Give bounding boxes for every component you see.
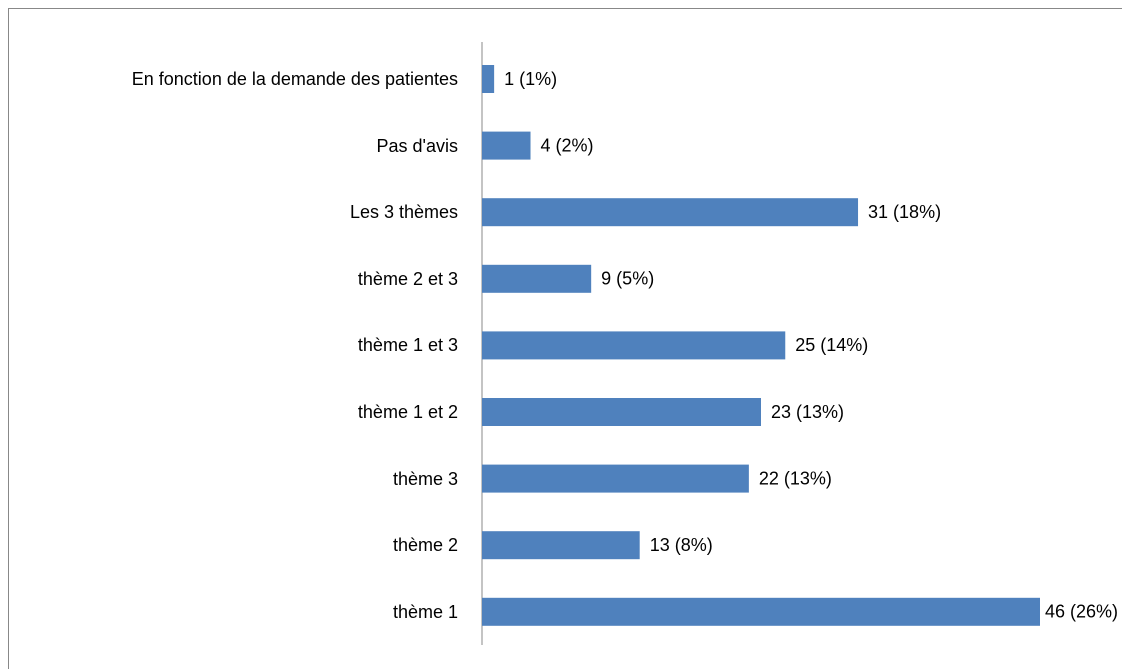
data-label: 23 (13%)	[771, 402, 844, 422]
category-label: En fonction de la demande des patientes	[131, 69, 458, 89]
bar	[482, 531, 640, 560]
category-label: Pas d'avis	[376, 135, 458, 156]
bar	[482, 597, 1040, 626]
bar	[482, 331, 786, 360]
data-label: 46 (26%)	[1045, 602, 1118, 622]
category-label: thème 1 et 2	[357, 402, 458, 422]
data-label: 1 (1%)	[504, 69, 557, 89]
data-label: 31 (18%)	[868, 202, 941, 222]
bar	[482, 264, 592, 293]
category-label: thème 3	[392, 468, 458, 489]
chart-border	[8, 8, 1122, 669]
bar	[482, 65, 495, 93]
data-label: 13 (8%)	[650, 535, 713, 555]
category-label: Les 3 thèmes	[349, 202, 458, 223]
bar	[482, 398, 761, 426]
bar	[482, 464, 749, 493]
category-label: thème 2 et 3	[357, 268, 458, 289]
category-label: thème 2	[392, 535, 458, 556]
bar	[482, 131, 531, 160]
category-label: thème 1	[392, 601, 458, 622]
data-label: 25 (14%)	[795, 335, 868, 355]
data-label: 4 (2%)	[541, 135, 594, 155]
data-label: 9 (5%)	[601, 269, 654, 289]
data-label: 22 (13%)	[759, 468, 832, 488]
bar	[482, 198, 859, 227]
category-label: thème 1 et 3	[357, 335, 458, 356]
